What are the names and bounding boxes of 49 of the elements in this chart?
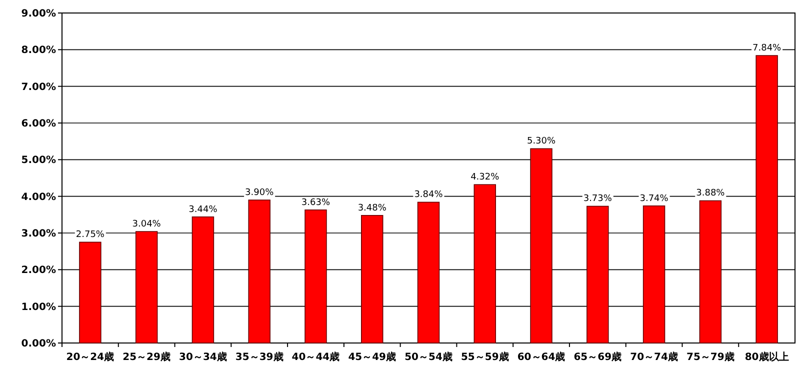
bar [530,148,552,344]
x-tick-label: 45～49歳 [348,351,396,363]
x-tick-label: 35～39歳 [235,351,284,363]
x-tick-label: 65～69歳 [574,351,622,363]
data-label: 7.84% [752,44,782,54]
bar [248,200,270,344]
y-tick-label: 5.00% [21,155,56,166]
data-label: 2.75% [76,230,105,240]
data-label: 5.30% [526,136,556,147]
data-label: 3.88% [696,188,726,199]
data-label: 3.63% [301,198,330,208]
data-label: 3.74% [640,194,669,204]
y-tick-label: 7.00% [21,82,56,93]
data-label: 3.84% [414,190,444,200]
y-tick-label: 3.00% [21,228,56,240]
data-label: 3.44% [188,204,218,215]
x-tick-label: 55～59歳 [460,351,509,363]
data-label: 3.48% [358,203,387,214]
bar [586,206,609,344]
bar [417,202,440,344]
x-tick-label: 80歳以上 [744,351,789,363]
y-tick-label: 4.00% [21,192,56,203]
y-tick-label: 6.00% [21,118,56,130]
bar [474,184,496,344]
bar [699,200,722,344]
bar [756,55,778,344]
bar [304,210,327,344]
bar [642,205,666,344]
y-tick-label: 1.00% [21,302,56,313]
bar [192,216,214,344]
x-tick-label: 70～74歳 [630,351,678,363]
x-tick-label: 25～29歳 [122,351,170,363]
x-tick-label: 75～79歳 [686,351,734,363]
y-tick-label: 8.00% [21,45,56,56]
bar [135,231,158,344]
y-tick-label: 0.00% [21,338,56,350]
x-tick-label: 30～34歳 [179,351,227,363]
x-tick-label: 40～44歳 [292,351,340,363]
data-label: 3.04% [132,220,162,230]
bar [361,215,384,344]
y-tick-label: 2.00% [21,265,56,276]
data-label: 3.90% [245,188,274,198]
data-label: 3.73% [583,194,612,204]
bar [79,242,102,344]
y-tick-label: 9.00% [21,8,56,20]
x-tick-label: 20～24歳 [66,351,114,363]
x-tick-label: 50～54歳 [404,351,452,363]
data-label: 4.32% [470,172,500,183]
x-tick-label: 60～64歳 [517,351,566,363]
